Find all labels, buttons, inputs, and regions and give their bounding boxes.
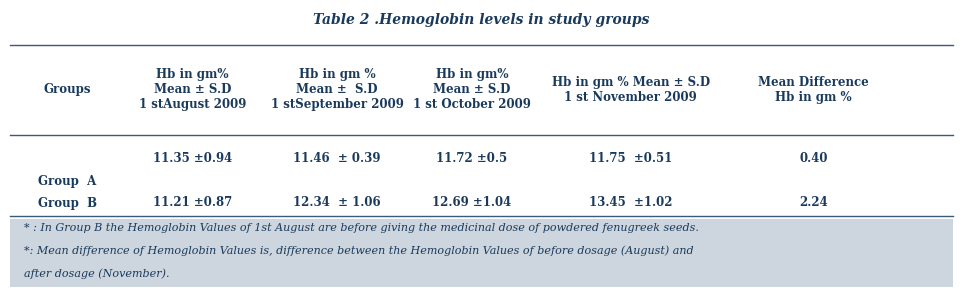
Text: after dosage (November).: after dosage (November). — [24, 269, 169, 279]
Text: Group  A: Group A — [39, 175, 96, 188]
Text: Hb in gm % Mean ± S.D
1 st November 2009: Hb in gm % Mean ± S.D 1 st November 2009 — [552, 76, 710, 104]
Text: Hb in gm%
Mean ± S.D
1 st October 2009: Hb in gm% Mean ± S.D 1 st October 2009 — [413, 68, 531, 111]
Text: 0.40: 0.40 — [799, 152, 828, 164]
Text: 12.34  ± 1.06: 12.34 ± 1.06 — [294, 197, 380, 209]
Text: Hb in gm%
Mean ± S.D
1 stAugust 2009: Hb in gm% Mean ± S.D 1 stAugust 2009 — [139, 68, 247, 111]
Text: 11.46  ± 0.39: 11.46 ± 0.39 — [294, 152, 380, 164]
Text: 11.72 ±0.5: 11.72 ±0.5 — [436, 152, 508, 164]
Text: * : In Group B the Hemoglobin Values of 1st August are before giving the medicin: * : In Group B the Hemoglobin Values of … — [24, 223, 699, 233]
Text: 11.21 ±0.87: 11.21 ±0.87 — [153, 197, 232, 209]
Text: Group  B: Group B — [38, 197, 97, 209]
Text: 2.24: 2.24 — [799, 197, 828, 209]
Text: 12.69 ±1.04: 12.69 ±1.04 — [432, 197, 511, 209]
Text: Mean Difference
Hb in gm %: Mean Difference Hb in gm % — [758, 76, 870, 104]
Text: Hb in gm %
Mean ±  S.D
1 stSeptember 2009: Hb in gm % Mean ± S.D 1 stSeptember 2009 — [271, 68, 403, 111]
Text: 13.45  ±1.02: 13.45 ±1.02 — [589, 197, 672, 209]
Text: Groups: Groups — [43, 84, 91, 96]
Text: *: Mean difference of Hemoglobin Values is, difference between the Hemoglobin Va: *: Mean difference of Hemoglobin Values … — [24, 246, 693, 256]
Text: Table 2 .Hemoglobin levels in study groups: Table 2 .Hemoglobin levels in study grou… — [313, 13, 650, 27]
Text: 11.75  ±0.51: 11.75 ±0.51 — [589, 152, 672, 164]
Text: 11.35 ±0.94: 11.35 ±0.94 — [153, 152, 232, 164]
